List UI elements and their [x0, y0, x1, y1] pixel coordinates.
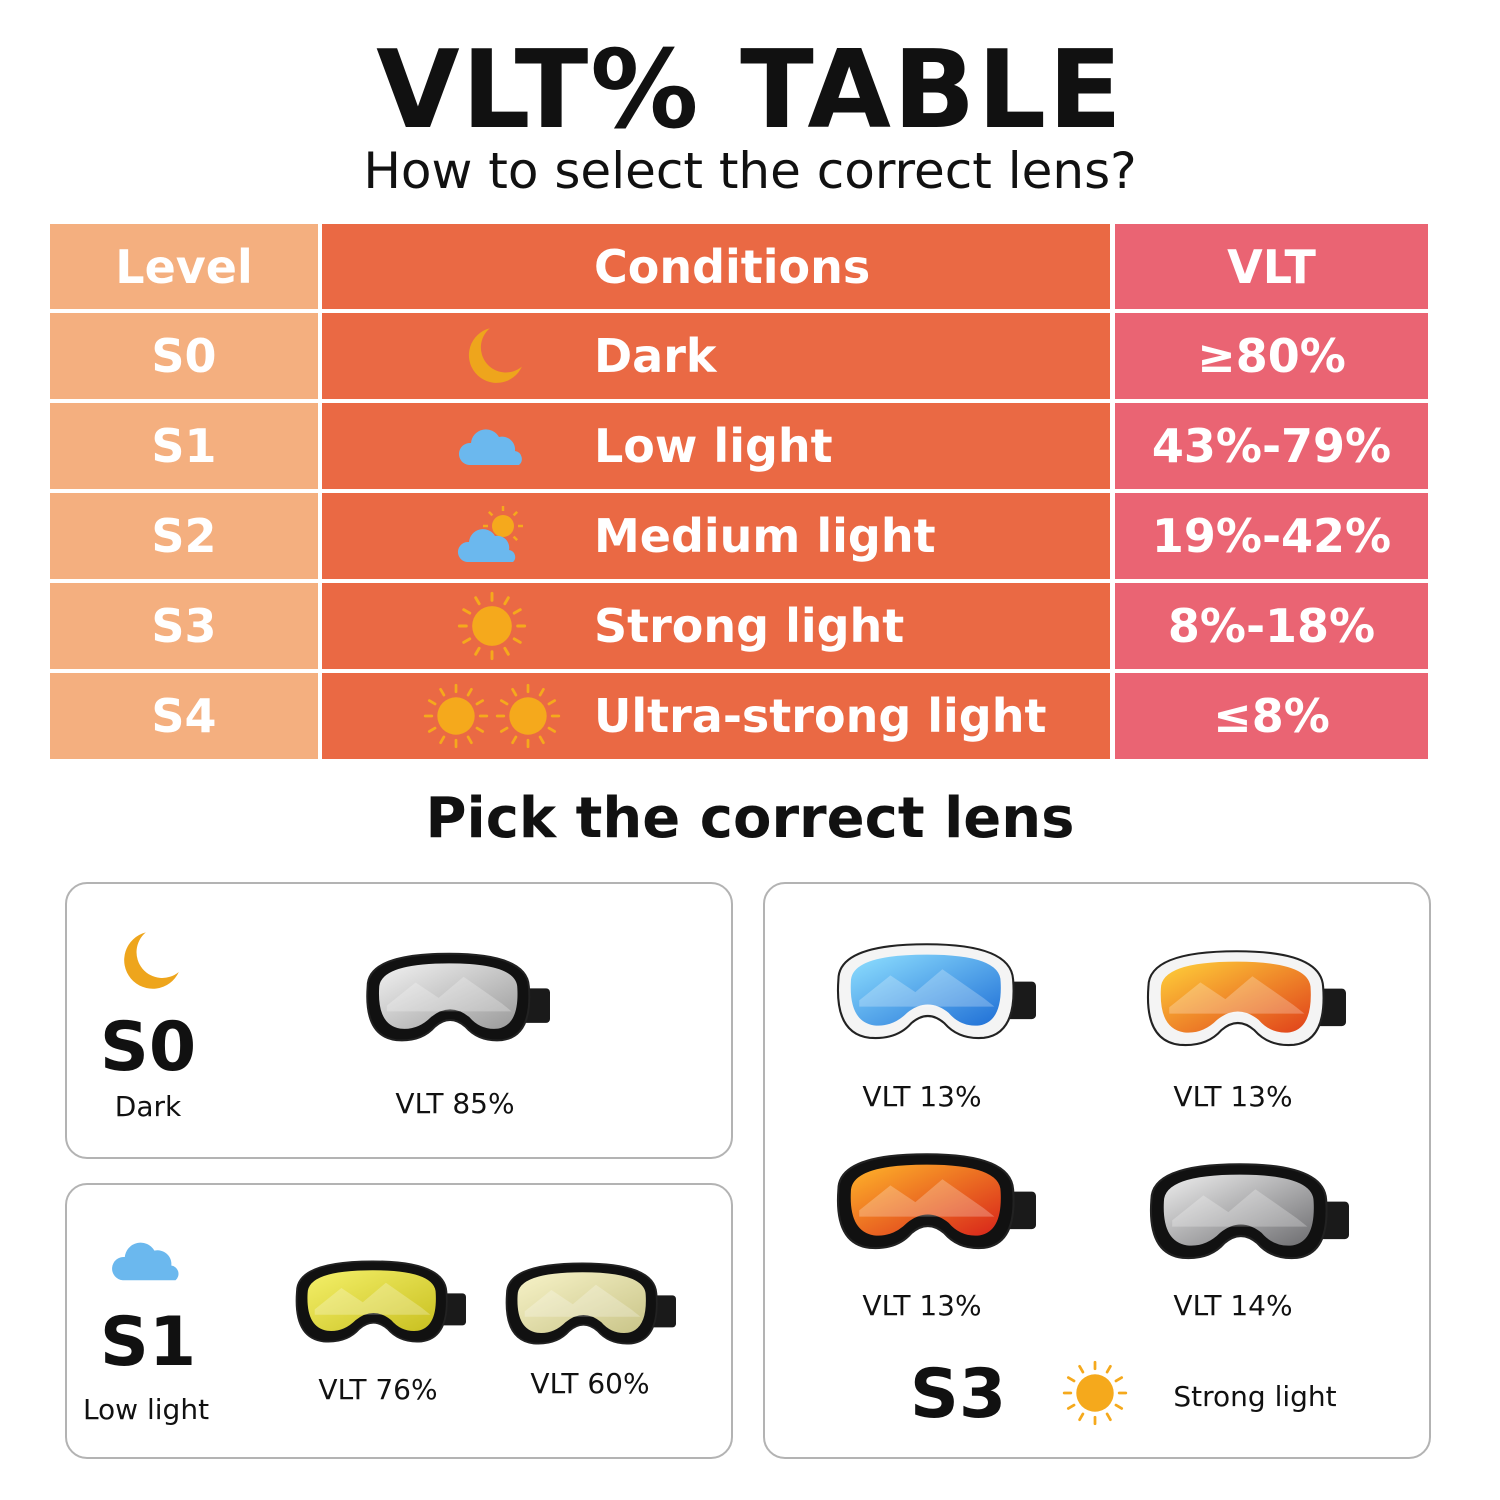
goggle-vlt-label: VLT 14%: [1173, 1289, 1293, 1322]
row-condition-label: Low light: [594, 419, 833, 473]
page-subtitle: How to select the correct lens?: [363, 142, 1137, 200]
row-level: S1: [50, 403, 318, 489]
moon-icon: [115, 928, 181, 998]
moon-icon: [412, 313, 572, 399]
row-level: S3: [50, 583, 318, 669]
row-vlt: 19%-42%: [1115, 493, 1428, 579]
cloud-sun-icon: [412, 493, 572, 579]
card-s1: [65, 1183, 733, 1459]
row-condition-label: Strong light: [594, 599, 905, 653]
goggle-vlt-label: VLT 85%: [395, 1087, 515, 1120]
sun-icon: [1062, 1360, 1128, 1430]
row-condition-label: Ultra-strong light: [594, 689, 1047, 743]
goggle-image: [828, 938, 1036, 1056]
row-condition: Strong light: [322, 583, 1110, 669]
goggle-image: [1141, 1158, 1349, 1276]
goggle-image: [1138, 945, 1346, 1063]
goggle-image: [828, 1148, 1036, 1266]
row-condition: Ultra-strong light: [322, 673, 1110, 759]
cloud-icon: [110, 1238, 184, 1286]
row-vlt: 43%-79%: [1115, 403, 1428, 489]
row-condition-label: Dark: [594, 329, 717, 383]
goggle-vlt-label: VLT 60%: [530, 1367, 650, 1400]
card-s3-condition: Strong light: [1173, 1380, 1337, 1413]
goggle-image: [498, 1258, 676, 1360]
row-vlt: ≥80%: [1115, 313, 1428, 399]
row-level: S0: [50, 313, 318, 399]
goggle-vlt-label: VLT 76%: [318, 1373, 438, 1406]
goggle-vlt-label: VLT 13%: [1173, 1080, 1293, 1113]
card-s1-condition: Low light: [82, 1393, 210, 1426]
header-conditions: Conditions: [322, 224, 1110, 309]
row-vlt: 8%-18%: [1115, 583, 1428, 669]
goggle-image: [288, 1256, 466, 1358]
row-level: S2: [50, 493, 318, 579]
header-level: Level: [50, 224, 318, 309]
card-s1-level: S1: [99, 1303, 197, 1382]
header-conditions-label: Conditions: [594, 239, 871, 294]
goggle-image: [358, 948, 550, 1058]
card-s0-level: S0: [99, 1008, 197, 1087]
row-condition: Low light: [322, 403, 1110, 489]
card-s3: [763, 882, 1431, 1459]
card-s0-condition: Dark: [114, 1090, 182, 1123]
goggle-vlt-label: VLT 13%: [862, 1289, 982, 1322]
section-title: Pick the correct lens: [425, 786, 1075, 851]
sun-icon: [412, 583, 572, 669]
card-s3-level: S3: [909, 1355, 1007, 1434]
row-vlt: ≤8%: [1115, 673, 1428, 759]
row-level: S4: [50, 673, 318, 759]
card-s0: [65, 882, 733, 1159]
header-vlt: VLT: [1115, 224, 1428, 309]
row-condition-label: Medium light: [594, 509, 936, 563]
row-condition: Dark: [322, 313, 1110, 399]
double-sun-icon: [412, 673, 572, 759]
row-condition: Medium light: [322, 493, 1110, 579]
page-title: VLT% TABLE: [376, 28, 1124, 153]
goggle-vlt-label: VLT 13%: [862, 1080, 982, 1113]
cloud-icon: [412, 403, 572, 489]
